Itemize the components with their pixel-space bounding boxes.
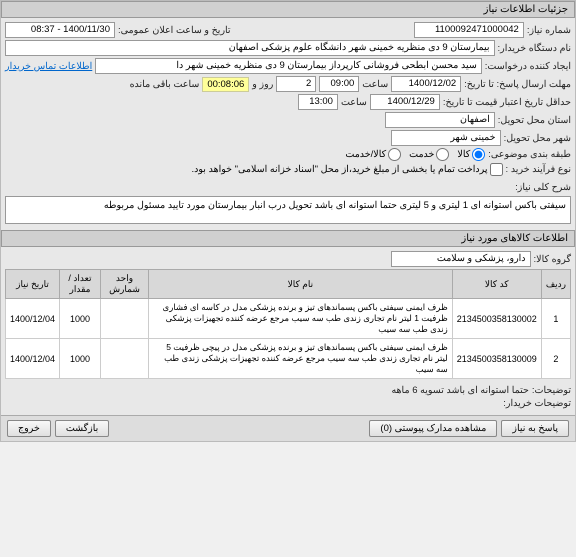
cell-date: 1400/12/04 [6,299,60,339]
th-unit: واحد شمارش [100,270,148,299]
cell-name: ظرف ایمنی سیفتی باکس پسماندهای تیز و برن… [149,339,453,379]
deadline-time: 09:00 [319,76,359,92]
proc-checkbox-item[interactable]: پرداخت تمام یا بخشی از مبلغ خرید،از محل … [192,163,503,176]
cell-unit [100,339,148,379]
group-label: گروه کالا: [534,254,571,265]
pkg-service-option[interactable]: خدمت [409,148,449,161]
pkg-both-text: کالا/خدمت [345,149,386,160]
creator-label: ایجاد کننده درخواست: [485,61,571,72]
pkg-goods-option[interactable]: کالا [457,148,485,161]
cell-idx: 2 [541,339,570,379]
province-field: اصفهان [385,112,495,128]
desc-field: سیفتی باکس استوانه ای 1 لیتری و 5 لیتری … [5,196,571,224]
pkg-both-radio[interactable] [388,148,401,161]
cell-unit [100,299,148,339]
buyer-note-label: توضیحات خریدار: [503,398,571,409]
time-label-2: ساعت [341,97,367,108]
need-no-field: 1100092471000042 [414,22,524,38]
docs-button[interactable]: مشاهده مدارک پیوستی (0) [369,420,497,437]
exit-button[interactable]: خروج [7,420,51,437]
desc-label: شرح کلی نیاز: [515,178,571,193]
th-name: نام کالا [149,270,453,299]
time-label-1: ساعت [362,79,388,90]
creator-field: سید محسن ابطحی فروشانی کارپرداز بیمارستا… [95,58,482,74]
deadline-label: مهلت ارسال پاسخ: تا تاریخ: [464,79,571,90]
min-valid-label: حداقل تاریخ اعتبار قیمت تا تاریخ: [443,97,571,108]
pkg-both-option[interactable]: کالا/خدمت [345,148,401,161]
cell-name: ظرف ایمنی سیفتی باکس پسماندهای تیز و برن… [149,299,453,339]
remain-label: ساعت باقی مانده [130,79,200,90]
min-valid-date: 1400/12/29 [370,94,440,110]
buyer-label: نام دستگاه خریدار: [498,43,572,54]
proc-label: نوع فرآیند خرید : [506,164,571,175]
extra-label: توضیحات: [532,385,571,396]
proc-note: پرداخت تمام یا بخشی از مبلغ خرید،از محل … [192,164,488,175]
pkg-goods-text: کالا [457,149,470,160]
pkg-radio-group: کالا خدمت کالا/خدمت [345,148,485,161]
cell-date: 1400/12/04 [6,339,60,379]
countdown-timer: 00:08:06 [202,77,249,92]
cell-idx: 1 [541,299,570,339]
city-label: شهر محل تحویل: [504,133,571,144]
buyer-field: بیمارستان 9 دی منظریه خمینی شهر دانشگاه … [5,40,495,56]
th-qty: تعداد / مقدار [60,270,101,299]
day-and: روز و [252,79,273,90]
province-label: استان محل تحویل: [498,115,571,126]
proc-checkbox[interactable] [490,163,503,176]
pkg-label: طبقه بندی موضوعی: [488,149,571,160]
pkg-service-radio[interactable] [436,148,449,161]
cell-qty: 1000 [60,299,101,339]
city-field: خمینی شهر [391,130,501,146]
back-button[interactable]: بازگشت [55,420,109,437]
table-row: 12134500358130002ظرف ایمنی سیفتی باکس پس… [6,299,571,339]
pkg-goods-radio[interactable] [472,148,485,161]
cell-code: 2134500358130009 [452,339,541,379]
pub-date-label: تاریخ و ساعت اعلان عمومی: [118,25,231,36]
days-field: 2 [276,76,316,92]
cell-code: 2134500358130002 [452,299,541,339]
need-no-label: شماره نیاز: [527,25,571,36]
th-row: ردیف [541,270,570,299]
pkg-service-text: خدمت [409,149,434,160]
min-valid-time: 13:00 [298,94,338,110]
cell-qty: 1000 [60,339,101,379]
th-date: تاریخ نیاز [6,270,60,299]
extra-text: حتما استوانه ای باشد تسویه 6 ماهه [391,385,528,396]
table-row: 22134500358130009ظرف ایمنی سیفتی باکس پس… [6,339,571,379]
deadline-date: 1400/12/02 [391,76,461,92]
panel-header: جزئیات اطلاعات نیاز [1,1,575,18]
goods-table: ردیف کد کالا نام کالا واحد شمارش تعداد /… [5,269,571,379]
pub-date-field: 1400/11/30 - 08:37 [5,22,115,38]
bottom-bar: پاسخ به نیاز مشاهده مدارک پیوستی (0) باز… [1,415,575,441]
goods-section-header: اطلاعات کالاهای مورد نیاز [1,230,575,247]
group-field: دارو، پزشکی و سلامت [391,251,531,267]
contact-link[interactable]: اطلاعات تماس خریدار [5,61,92,72]
th-code: کد کالا [452,270,541,299]
respond-button[interactable]: پاسخ به نیاز [501,420,569,437]
